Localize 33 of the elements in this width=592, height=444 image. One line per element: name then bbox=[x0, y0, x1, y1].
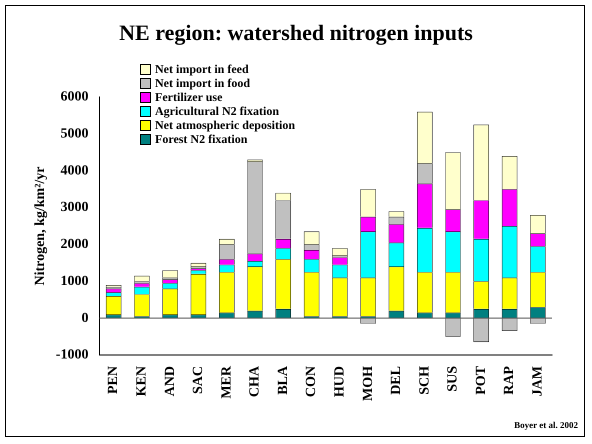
text: Boyer et al. 2002 bbox=[514, 420, 578, 430]
x-tick-label: CHA bbox=[248, 365, 263, 398]
legend-label: Fertilizer use bbox=[155, 90, 222, 104]
x-tick-label: CON bbox=[304, 366, 320, 398]
legend-label: Forest N2 fixation bbox=[155, 132, 248, 146]
y-tick-label: 0 bbox=[81, 310, 88, 326]
chart-title: NE region: watershed nitrogen inputs bbox=[118, 20, 474, 46]
x-tick-label: SAC bbox=[191, 366, 206, 394]
x-tick-label: RAP bbox=[502, 366, 518, 395]
x-tick-label: SCH bbox=[417, 366, 432, 395]
y-tick-label: 2000 bbox=[60, 237, 88, 252]
y-tick-label: 1000 bbox=[60, 274, 88, 289]
x-tick-label: KEN bbox=[134, 366, 150, 396]
y-tick-label: 5000 bbox=[60, 126, 88, 142]
y-tick-label: -1000 bbox=[56, 348, 88, 363]
x-tick-label: AND bbox=[162, 366, 178, 396]
x-tick-label: HUD bbox=[332, 366, 348, 398]
x-tick-label: MOH bbox=[360, 366, 376, 402]
x-tick-label: POT bbox=[474, 365, 489, 395]
x-tick-label: BLA bbox=[276, 365, 291, 395]
legend-label: Net import in feed bbox=[155, 62, 249, 76]
x-tick-label: MER bbox=[219, 365, 234, 399]
x-tick-label: DEL bbox=[389, 366, 404, 395]
y-tick-label: 4000 bbox=[60, 163, 88, 178]
legend-label: Net import in food bbox=[155, 76, 250, 90]
x-tick-label: PEN bbox=[106, 366, 122, 394]
y-axis-title: Nitrogen, kg/km²/yr bbox=[33, 166, 48, 286]
x-tick-label: JAM bbox=[530, 366, 546, 396]
y-tick-label: 3000 bbox=[60, 200, 88, 216]
y-tick-label: 6000 bbox=[60, 90, 88, 105]
x-tick-label: SUS bbox=[446, 366, 461, 392]
legend-label: Agricultural N2 fixation bbox=[155, 104, 279, 118]
legend-label: Net atmospheric deposition bbox=[155, 118, 295, 132]
